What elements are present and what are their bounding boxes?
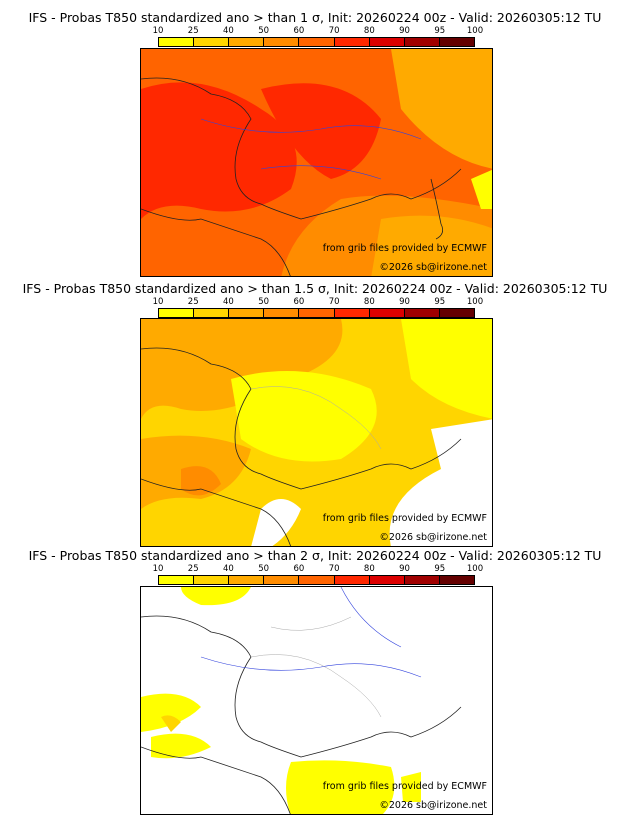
colorbar-ticks: 10 25 40 50 60 70 80 90 95 100 — [153, 297, 484, 307]
colorbar-segment — [229, 576, 265, 584]
colorbar-tick-label: 10 — [152, 297, 164, 307]
colorbar-segment — [334, 38, 370, 46]
panel-title: IFS - Probas T850 standardized ano > tha… — [22, 281, 608, 296]
colorbar-segment — [264, 309, 300, 317]
source-credit: from grib files provided by ECMWF — [322, 243, 487, 254]
colorbar-segment — [159, 576, 195, 584]
colorbar-segment — [334, 309, 370, 317]
colorbar-tick-label: 95 — [434, 26, 446, 36]
probability-map: from grib files provided by ECMWF ©2026 … — [140, 48, 493, 277]
colorbar-tick-label: 100 — [466, 26, 484, 36]
panel-title: IFS - Probas T850 standardized ano > tha… — [28, 548, 602, 563]
colorbar-tick-label: 60 — [293, 26, 305, 36]
colorbar-segment — [369, 576, 405, 584]
colorbar-tick-label: 90 — [399, 564, 410, 574]
colorbar — [158, 575, 475, 585]
colorbar-segment — [299, 38, 335, 46]
colorbar-segment — [439, 309, 474, 317]
map-svg — [141, 319, 492, 546]
colorbar-ticks: 10 25 40 50 60 70 80 90 95 100 — [153, 564, 484, 574]
colorbar-segment — [194, 38, 230, 46]
colorbar-segment — [194, 309, 230, 317]
colorbar-tick-label: 100 — [466, 297, 484, 307]
panel-title: IFS - Probas T850 standardized ano > tha… — [28, 10, 602, 25]
colorbar-tick-label: 40 — [223, 564, 234, 574]
colorbar-segment — [404, 38, 440, 46]
colorbar-segment — [299, 576, 335, 584]
colorbar-tick-label: 25 — [187, 26, 199, 36]
copyright-credit: ©2026 sb@irizone.net — [379, 532, 487, 543]
map-svg — [141, 587, 492, 814]
copyright-credit: ©2026 sb@irizone.net — [379, 800, 487, 811]
colorbar-tick-label: 100 — [466, 564, 484, 574]
colorbar — [158, 37, 475, 47]
colorbar — [158, 308, 475, 318]
colorbar-tick-label: 50 — [258, 26, 270, 36]
colorbar-tick-label: 70 — [328, 26, 340, 36]
colorbar-segment — [369, 38, 405, 46]
colorbar-segment — [264, 576, 300, 584]
source-credit: from grib files provided by ECMWF — [322, 781, 487, 792]
colorbar-segment — [404, 309, 440, 317]
colorbar-tick-label: 40 — [223, 26, 234, 36]
colorbar-segment — [229, 38, 265, 46]
colorbar-segment — [334, 576, 370, 584]
colorbar-tick-label: 70 — [328, 564, 340, 574]
map-svg — [141, 49, 492, 276]
colorbar-tick-label: 40 — [223, 297, 234, 307]
colorbar-segment — [404, 576, 440, 584]
colorbar-segment — [159, 309, 195, 317]
colorbar-segment — [194, 576, 230, 584]
colorbar-segment — [299, 309, 335, 317]
copyright-credit: ©2026 sb@irizone.net — [379, 262, 487, 273]
colorbar-tick-label: 95 — [434, 297, 446, 307]
colorbar-tick-label: 60 — [293, 564, 305, 574]
colorbar-tick-label: 80 — [363, 26, 375, 36]
colorbar-tick-label: 95 — [434, 564, 446, 574]
colorbar-segment — [439, 576, 474, 584]
colorbar-tick-label: 70 — [328, 297, 340, 307]
colorbar-segment — [229, 309, 265, 317]
colorbar-tick-label: 50 — [258, 297, 270, 307]
colorbar-tick-label: 90 — [399, 297, 410, 307]
panel-1-5sigma: IFS - Probas T850 standardized ano > tha… — [0, 281, 630, 551]
colorbar-tick-label: 10 — [152, 564, 164, 574]
panel-2sigma: IFS - Probas T850 standardized ano > tha… — [0, 548, 630, 828]
colorbar-segment — [159, 38, 195, 46]
colorbar-tick-label: 50 — [258, 564, 270, 574]
colorbar-tick-label: 25 — [187, 564, 199, 574]
colorbar-tick-label: 80 — [363, 297, 375, 307]
colorbar-segment — [369, 309, 405, 317]
colorbar-segment — [439, 38, 474, 46]
colorbar-segment — [264, 38, 300, 46]
panel-1sigma: IFS - Probas T850 standardized ano > tha… — [0, 10, 630, 280]
source-credit: from grib files provided by ECMWF — [322, 513, 487, 524]
colorbar-tick-label: 25 — [187, 297, 199, 307]
colorbar-tick-label: 60 — [293, 297, 305, 307]
colorbar-tick-label: 90 — [399, 26, 410, 36]
colorbar-tick-label: 80 — [363, 564, 375, 574]
colorbar-tick-label: 10 — [152, 26, 164, 36]
colorbar-ticks: 10 25 40 50 60 70 80 90 95 100 — [153, 26, 484, 36]
probability-map: from grib files provided by ECMWF ©2026 … — [140, 586, 493, 815]
probability-map: from grib files provided by ECMWF ©2026 … — [140, 318, 493, 547]
